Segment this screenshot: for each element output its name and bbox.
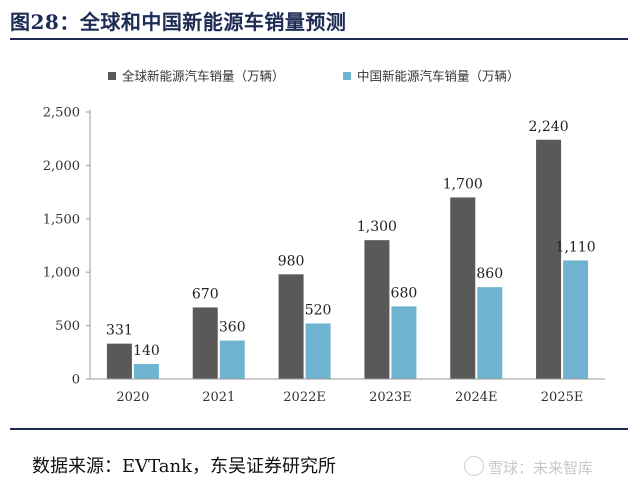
y-tick-label: 2,500 [43, 106, 80, 121]
bar-china [477, 287, 503, 379]
y-tick-label: 1,500 [43, 212, 80, 227]
y-tick-label: 2,000 [43, 159, 80, 174]
bar-global [192, 307, 218, 379]
bar-global [278, 274, 304, 379]
x-tick-label: 2022E [283, 390, 326, 405]
bar-global [450, 197, 476, 379]
legend-label-0: 全球新能源汽车销量（万辆） [122, 69, 285, 84]
watermark: 雪球：未来智库 [464, 456, 593, 478]
legend: 全球新能源汽车销量（万辆） 中国新能源汽车销量（万辆） [108, 69, 520, 84]
y-axis: 0 500 1,000 1,500 2,000 2,500 [43, 106, 91, 388]
figure-title: 图28：全球和中国新能源车销量预测 [10, 10, 347, 34]
watermark-text: 雪球：未来智库 [488, 459, 594, 477]
data-label-china: 360 [219, 320, 246, 336]
data-label-global: 1,300 [357, 219, 397, 235]
x-tick-label: 2025E [541, 390, 584, 405]
data-label-global: 2,240 [529, 119, 569, 135]
x-tick-label: 2024E [455, 390, 498, 405]
bar-global [364, 240, 390, 379]
legend-swatch-1 [343, 72, 351, 80]
y-tick-label: 0 [72, 373, 80, 388]
footer-rule [10, 428, 628, 430]
x-tick-label: 2020 [116, 390, 149, 405]
data-label-china: 860 [476, 266, 503, 282]
bar-chart: 全球新能源汽车销量（万辆） 中国新能源汽车销量（万辆） 0 500 1,000 1,50… [43, 69, 605, 405]
x-tick-label: 2021 [202, 390, 235, 405]
data-label-global: 1,700 [443, 176, 483, 192]
bar-china [391, 306, 417, 379]
bar-china [305, 323, 331, 379]
title-rule [10, 38, 628, 40]
legend-label-1: 中国新能源汽车销量（万辆） [357, 69, 520, 84]
data-label-china: 1,110 [556, 239, 596, 255]
data-label-china: 680 [391, 285, 418, 301]
data-label-global: 670 [192, 286, 219, 302]
y-tick-label: 1,000 [43, 266, 80, 281]
bar-china [133, 364, 159, 379]
bar-china [563, 260, 589, 379]
data-label-china: 140 [133, 343, 160, 359]
data-source: 数据来源：EVTank，东吴证券研究所 [32, 456, 336, 477]
x-tick-label: 2023E [369, 390, 412, 405]
bar-global [536, 139, 562, 379]
data-label-china: 520 [305, 302, 332, 318]
bar-global [106, 343, 132, 379]
data-label-global: 980 [278, 253, 305, 269]
legend-swatch-0 [108, 72, 116, 80]
y-tick-label: 500 [55, 319, 80, 334]
snowball-logo-icon [464, 456, 484, 476]
bar-china [219, 340, 245, 379]
x-axis: 2020 2021 2022E 2023E 2024E 2025E [90, 378, 605, 405]
data-label-global: 331 [106, 323, 133, 339]
